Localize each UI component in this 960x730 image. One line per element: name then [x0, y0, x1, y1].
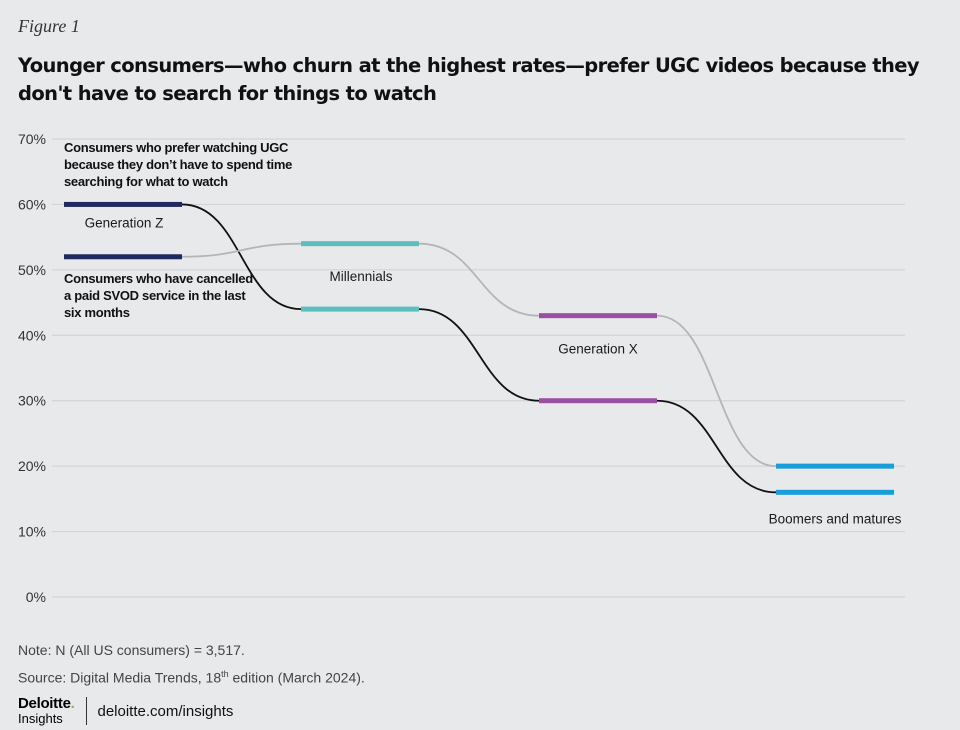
- ugc-marker-3: [776, 489, 894, 495]
- source-text: Source: Digital Media Trends, 18th editi…: [18, 669, 365, 686]
- footer: Deloitte. Insights deloitte.com/insights: [18, 696, 233, 726]
- footer-link[interactable]: deloitte.com/insights: [97, 702, 234, 720]
- series-labels: Consumers who prefer watching UGC because…: [64, 140, 292, 320]
- y-tick-label: 30%: [18, 393, 46, 409]
- category-label: Generation X: [558, 342, 638, 357]
- ugc-series-line: [181, 203, 777, 494]
- grid-lines: [52, 138, 905, 598]
- category-label: Millennials: [329, 269, 392, 284]
- ugc-marker-1: [301, 306, 419, 312]
- svod-marker-3: [776, 463, 894, 469]
- category-markers: [64, 201, 894, 495]
- y-tick-label: 20%: [18, 458, 46, 474]
- y-tick-label: 0%: [26, 589, 46, 605]
- chart: 0% 10% 20% 30% 40% 50% 60% 70% Generation Z Mill…: [18, 131, 905, 605]
- y-tick-label: 70%: [18, 131, 46, 147]
- series-connectors: [181, 203, 777, 494]
- svod-series-label: Consumers who have cancelled a paid SVOD …: [64, 271, 253, 320]
- note-text: Note: N (All US consumers) = 3,517.: [18, 642, 245, 658]
- svod-marker-1: [301, 241, 419, 247]
- footer-divider: [86, 697, 88, 725]
- deloitte-insights-logo: Deloitte. Insights: [18, 695, 75, 726]
- category-label: Generation Z: [85, 215, 164, 230]
- y-tick-label: 40%: [18, 327, 46, 343]
- chart-notes: Note: N (All US consumers) = 3,517. Sour…: [18, 638, 365, 690]
- figure-label: Figure 1: [18, 16, 80, 36]
- y-axis-ticks: 0% 10% 20% 30% 40% 50% 60% 70%: [18, 131, 46, 605]
- svod-marker-0: [64, 254, 182, 260]
- y-tick-label: 50%: [18, 262, 46, 278]
- ugc-marker-2: [539, 398, 657, 404]
- ugc-series-label: Consumers who prefer watching UGC because…: [64, 140, 292, 189]
- category-labels: Generation Z Millennials Generation X Boome…: [85, 215, 902, 526]
- ugc-marker-0: [64, 201, 182, 207]
- chart-title: Younger consumers—who churn at the highe…: [18, 54, 920, 105]
- y-tick-label: 10%: [18, 524, 46, 540]
- svod-series-line: [181, 242, 777, 468]
- y-tick-label: 60%: [18, 196, 46, 212]
- svod-marker-2: [539, 313, 657, 319]
- category-label: Boomers and matures: [769, 512, 902, 527]
